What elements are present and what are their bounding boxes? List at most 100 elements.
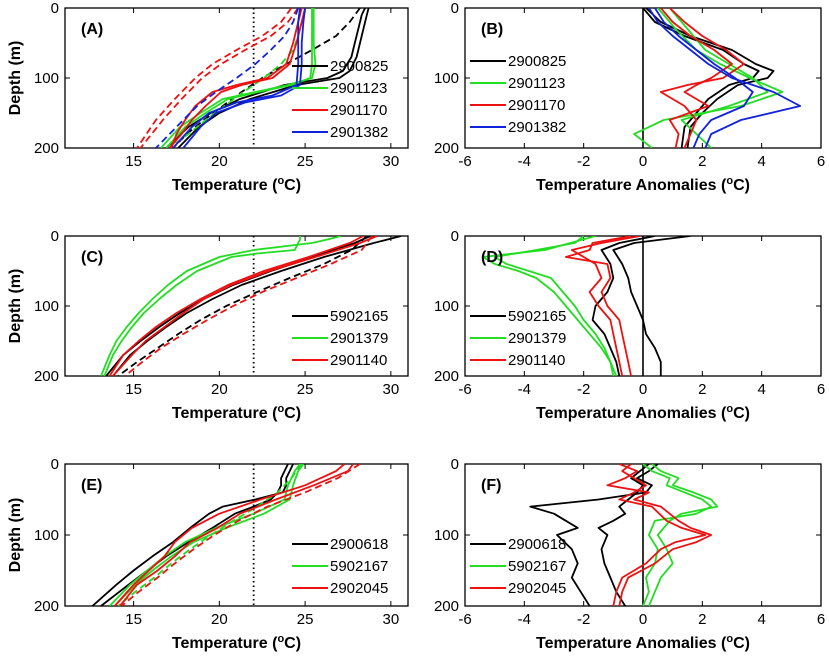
legend-label-2902045: 2902045 bbox=[330, 580, 388, 597]
legend-label-2902045: 2902045 bbox=[508, 580, 566, 597]
panel-label: (A) bbox=[81, 21, 103, 38]
series-line-2901379 bbox=[481, 236, 615, 376]
x-tick-label: 15 bbox=[125, 153, 142, 170]
x-tick-label: 2 bbox=[698, 381, 706, 398]
series-line-5902167 bbox=[648, 464, 719, 606]
series-line-2901379 bbox=[493, 236, 618, 376]
x-tick-label: 0 bbox=[639, 611, 647, 628]
series-line-2902045 bbox=[612, 464, 707, 606]
y-tick-label: 100 bbox=[34, 298, 59, 315]
x-tick-label: -6 bbox=[458, 381, 471, 398]
x-axis-label: Temperature Anomalies (oC) bbox=[536, 175, 750, 194]
series-line-2902045 bbox=[114, 464, 346, 606]
y-tick-label: 0 bbox=[51, 456, 59, 473]
x-tick-label: 0 bbox=[639, 153, 647, 170]
legend-label-2900618: 2900618 bbox=[508, 536, 566, 553]
legend-label-2901382: 2901382 bbox=[508, 119, 566, 136]
series-line-2901170 bbox=[170, 8, 303, 148]
series-line-2900825-dashed bbox=[172, 8, 361, 148]
x-tick-label: -4 bbox=[518, 153, 531, 170]
x-tick-label: -2 bbox=[577, 611, 590, 628]
x-tick-label: 25 bbox=[297, 153, 314, 170]
x-tick-label: 15 bbox=[125, 381, 142, 398]
legend: 5902165 2901379 2901140 bbox=[470, 308, 566, 369]
legend-label-2900825: 2900825 bbox=[508, 53, 566, 70]
series-line-2901382-dashed bbox=[155, 8, 300, 148]
x-tick-label: 30 bbox=[383, 611, 400, 628]
x-tick-label: 6 bbox=[817, 153, 825, 170]
series-line-2901140 bbox=[570, 236, 641, 376]
series-line-2901123 bbox=[633, 8, 784, 148]
panel-label: (F) bbox=[481, 477, 501, 494]
series-line-2902045 bbox=[606, 464, 713, 606]
x-tick-label: -6 bbox=[458, 611, 471, 628]
legend-label-2901140: 2901140 bbox=[508, 352, 565, 369]
y-tick-label: 100 bbox=[434, 527, 459, 544]
series-line-5902165-dashed bbox=[117, 236, 368, 376]
series-line-2901123 bbox=[669, 8, 769, 148]
series-line-2901123 bbox=[165, 8, 313, 148]
x-tick-label: 20 bbox=[211, 381, 228, 398]
panel-c: 15 20 25 30 0 100 200 5902165 2901379 2901140 (C) T… bbox=[7, 228, 409, 422]
x-tick-label: -4 bbox=[518, 611, 531, 628]
x-tick-label: 4 bbox=[757, 381, 765, 398]
y-tick-label: 200 bbox=[34, 598, 59, 615]
y-tick-label: 100 bbox=[434, 70, 459, 87]
y-tick-label: 100 bbox=[434, 298, 459, 315]
legend-label-2901170: 2901170 bbox=[330, 102, 387, 119]
x-axis-label: Temperature Anomalies (oC) bbox=[536, 633, 750, 652]
y-tick-label: 0 bbox=[51, 0, 59, 17]
y-tick-label: 0 bbox=[51, 228, 59, 245]
series-line-5902165 bbox=[591, 236, 656, 376]
legend-label-2901170: 2901170 bbox=[508, 97, 565, 114]
panel-b: -6 -4 -2 0 2 4 6010020029008252901123290117029… bbox=[434, 0, 825, 194]
y-tick-label: 200 bbox=[434, 368, 459, 385]
y-tick-label: 0 bbox=[451, 228, 459, 245]
series-line-2901170 bbox=[659, 8, 745, 148]
series-line-2900618 bbox=[597, 464, 650, 606]
series-line-2901382 bbox=[654, 8, 754, 148]
x-tick-label: 25 bbox=[297, 611, 314, 628]
panel-a: 15 20 25 30 0 100 200 2900825 2901123 2901170 2901… bbox=[7, 0, 409, 194]
x-axis-label: Temperature Anomalies (oC) bbox=[536, 403, 750, 422]
series-line-2901140-dashed bbox=[124, 236, 373, 376]
x-tick-label: 4 bbox=[757, 611, 765, 628]
panel-f: -6 -4 -2 0 2 4 6 0 100 200 2900618 5902167 2902045 (F… bbox=[434, 456, 825, 652]
x-axis-label: Temperature (oC) bbox=[172, 403, 301, 422]
legend-label-5902165: 5902165 bbox=[330, 308, 388, 325]
legend-label-2901123: 2901123 bbox=[508, 75, 565, 92]
panel-label: (B) bbox=[481, 21, 503, 38]
legend: 5902165 2901379 2901140 bbox=[292, 308, 388, 369]
series-line-2900618 bbox=[91, 464, 294, 606]
series-line-2902045 bbox=[119, 464, 354, 606]
series-line-2901379 bbox=[100, 236, 342, 376]
x-tick-label: -2 bbox=[577, 381, 590, 398]
legend-label-2901382: 2901382 bbox=[330, 124, 388, 141]
legend-label-2901379: 2901379 bbox=[508, 330, 566, 347]
x-axis-label: Temperature (oC) bbox=[172, 633, 301, 652]
series-line-2901140 bbox=[108, 236, 364, 376]
series-line-2901382 bbox=[182, 8, 306, 148]
legend: 2900825 2901123 2901170 2901382 bbox=[470, 53, 566, 136]
y-axis-label: Depth (m) bbox=[7, 498, 24, 573]
legend-label-5902167: 5902167 bbox=[330, 558, 388, 575]
series-line-2901382 bbox=[648, 8, 802, 148]
legend-label-5902167: 5902167 bbox=[508, 558, 566, 575]
y-tick-label: 100 bbox=[34, 70, 59, 87]
series-line-2901140 bbox=[565, 236, 632, 376]
x-tick-label: 2 bbox=[698, 153, 706, 170]
legend: 2900825 2901123 2901170 2901382 bbox=[292, 58, 388, 141]
series-line-2901382 bbox=[172, 8, 301, 148]
x-axis-label: Temperature (oC) bbox=[172, 175, 301, 194]
y-tick-label: 200 bbox=[34, 368, 59, 385]
legend-label-2901379: 2901379 bbox=[330, 330, 388, 347]
series-line-2901170-dashed bbox=[136, 8, 293, 148]
legend: 2900618 5902167 2902045 bbox=[292, 536, 388, 597]
series-line-2901140 bbox=[112, 236, 378, 376]
series-line-2900825 bbox=[177, 8, 370, 148]
y-tick-label: 200 bbox=[434, 598, 459, 615]
legend-label-2901140: 2901140 bbox=[330, 352, 387, 369]
y-tick-label: 0 bbox=[451, 0, 459, 17]
panel-label: (D) bbox=[481, 249, 503, 266]
